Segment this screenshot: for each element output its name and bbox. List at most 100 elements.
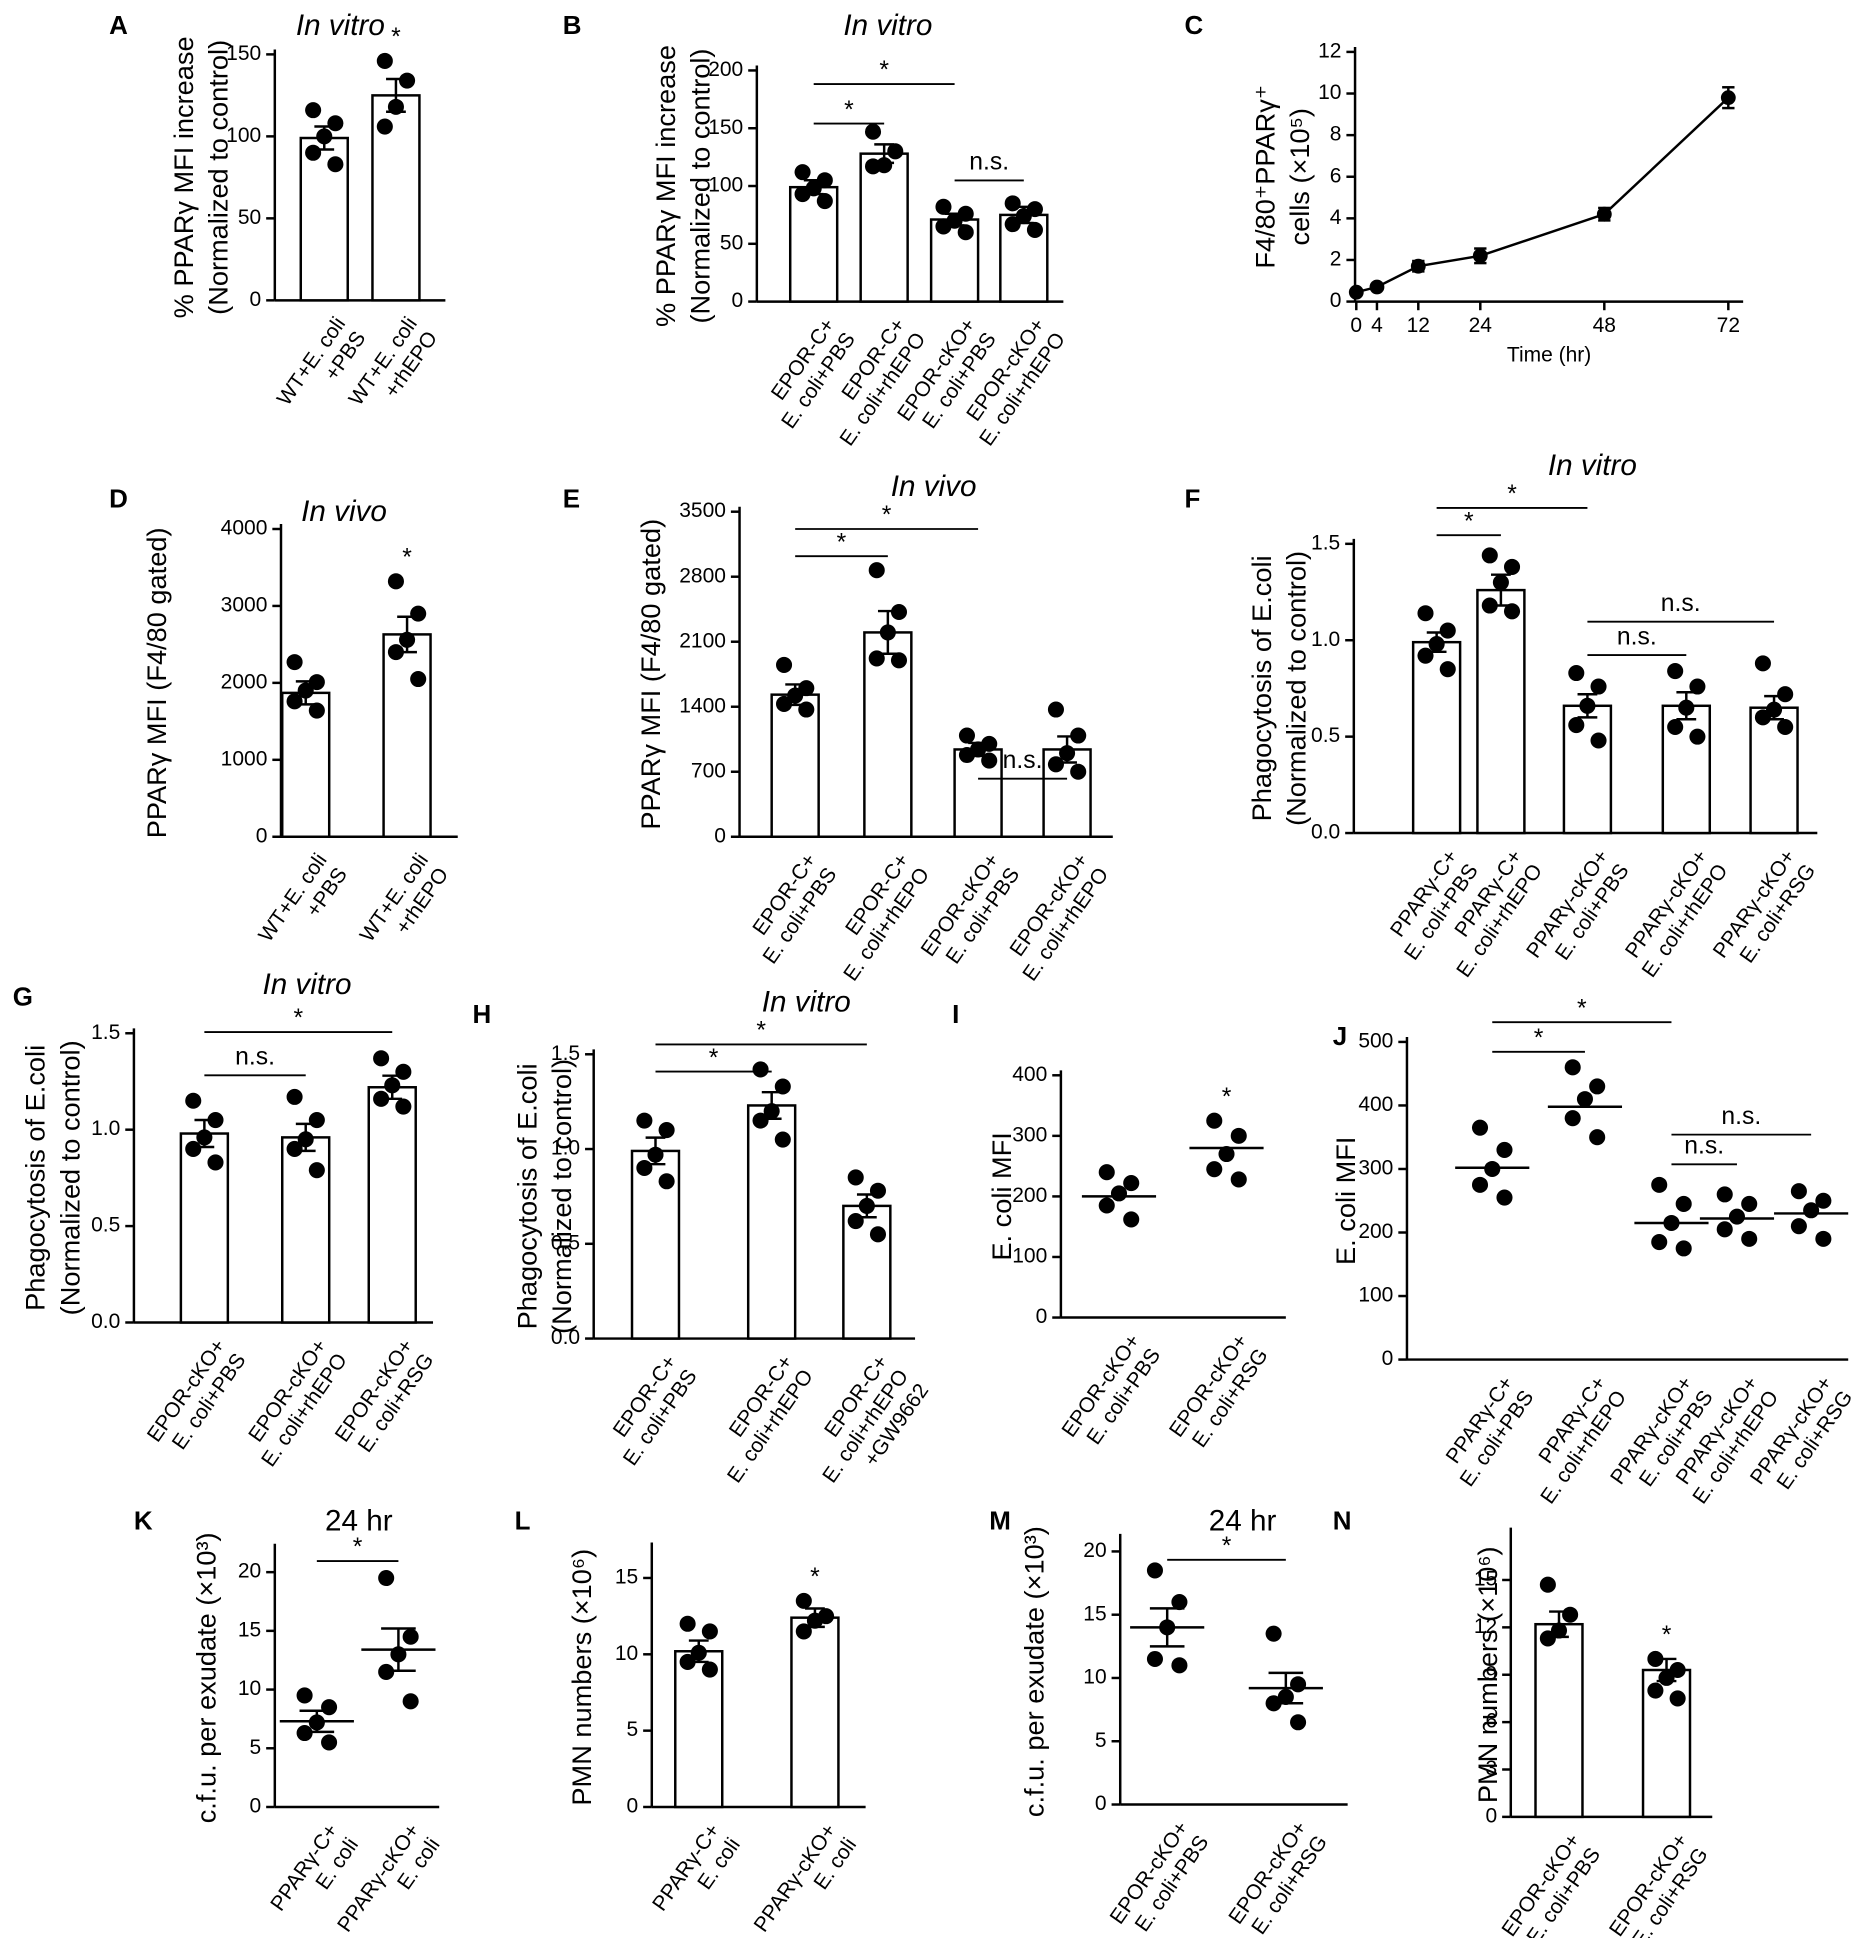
y-tick-label: 1.5 xyxy=(91,1021,120,1044)
y-tick-label: 200 xyxy=(1012,1184,1047,1207)
data-point xyxy=(879,624,896,641)
panel-label: C xyxy=(1184,12,1203,40)
data-point xyxy=(869,1182,887,1199)
chart-title: In vitro xyxy=(262,968,351,1001)
y-tick-label: 10 xyxy=(1318,81,1341,104)
data-point xyxy=(321,1734,338,1751)
data-point xyxy=(399,72,416,89)
x-tick-label: 12 xyxy=(1407,314,1430,337)
significance-label: * xyxy=(1662,1622,1672,1649)
category-label: PPARγ-C+E. coli xyxy=(648,1820,745,1916)
data-point xyxy=(1492,574,1509,591)
data-point xyxy=(1651,1234,1668,1251)
data-point xyxy=(763,1103,780,1120)
y-tick-label: 8 xyxy=(1330,123,1342,146)
y-tick-label: 12 xyxy=(1474,1615,1497,1638)
y-axis-label: (Normalized to control) xyxy=(203,40,234,315)
data-point xyxy=(869,1226,887,1243)
data-point xyxy=(286,1140,303,1157)
bar xyxy=(1661,704,1712,835)
data-point xyxy=(1004,195,1021,212)
data-point xyxy=(1098,1197,1115,1214)
data-point xyxy=(378,1663,395,1680)
data-point xyxy=(1059,745,1076,762)
data-point xyxy=(1658,1669,1675,1686)
data-point xyxy=(1171,1594,1188,1611)
data-point xyxy=(395,1098,412,1115)
data-point xyxy=(185,1140,202,1157)
significance-label: * xyxy=(1534,1025,1544,1052)
data-point xyxy=(1754,655,1771,672)
category-label: EPOR-cKO+E. coli+RSG xyxy=(1605,1830,1713,1938)
significance-label: * xyxy=(402,545,412,572)
y-tick-label: 20 xyxy=(1083,1539,1106,1562)
data-point xyxy=(387,644,404,661)
data-point xyxy=(701,1661,718,1678)
data-point xyxy=(297,1131,314,1148)
data-point xyxy=(868,562,885,579)
data-point xyxy=(658,1173,675,1190)
y-tick-label: 4000 xyxy=(221,517,268,540)
y-tick-label: 3000 xyxy=(221,593,268,616)
y-tick-label: 0 xyxy=(256,824,268,847)
data-point xyxy=(286,1088,303,1105)
data-point xyxy=(387,98,404,115)
category-label: EPOR-C+E. coli+rhEPO xyxy=(839,849,934,985)
data-point xyxy=(1754,709,1771,726)
y-tick-label: 5 xyxy=(627,1718,639,1741)
significance-label: n.s. xyxy=(1684,1133,1724,1160)
chart-title: In vitro xyxy=(1548,449,1637,482)
y-tick-label: 300 xyxy=(1358,1157,1393,1180)
data-point xyxy=(1596,206,1612,222)
x-axis-label: Time (hr) xyxy=(1507,344,1591,367)
y-tick-label: 200 xyxy=(1358,1220,1393,1243)
y-tick-label: 0.5 xyxy=(91,1214,120,1237)
y-tick-label: 100 xyxy=(708,174,743,197)
panel-label: D xyxy=(109,485,128,513)
x-tick-label: 72 xyxy=(1717,314,1740,337)
data-point xyxy=(1070,763,1087,780)
data-point xyxy=(864,123,882,140)
category-label: WT+E. coli+rhEPO xyxy=(356,849,454,946)
panel-label: M xyxy=(989,1508,1011,1536)
significance-label: * xyxy=(756,1018,766,1045)
y-tick-label: 150 xyxy=(708,116,743,139)
x-tick-label: 4 xyxy=(1371,314,1383,337)
chart-title: 24 hr xyxy=(325,1505,393,1538)
data-point xyxy=(794,164,811,181)
y-tick-label: 1400 xyxy=(679,694,726,717)
y-tick-label: 20 xyxy=(238,1560,261,1583)
y-tick-label: 0.5 xyxy=(551,1231,580,1254)
data-point xyxy=(1667,663,1684,680)
data-point xyxy=(957,224,974,241)
data-point xyxy=(958,727,975,744)
category-label: WT+E. coli+PBS xyxy=(254,849,352,946)
significance-label: n.s. xyxy=(235,1044,275,1071)
data-point xyxy=(305,102,322,119)
y-axis-label: PMN numbers (×10⁶) xyxy=(566,1549,597,1806)
y-tick-label: 0.5 xyxy=(1311,724,1340,747)
category-label: EPOR-cKO+E. coli+PBS xyxy=(143,1335,251,1454)
y-tick-label: 500 xyxy=(1358,1029,1393,1052)
x-tick-label: 0 xyxy=(1350,314,1362,337)
y-tick-label: 0 xyxy=(1036,1305,1048,1328)
y-tick-label: 1000 xyxy=(221,747,268,770)
data-point xyxy=(1496,1189,1513,1206)
y-tick-label: 0 xyxy=(714,824,726,847)
data-point xyxy=(1146,1650,1163,1668)
y-tick-label: 5 xyxy=(1095,1729,1107,1752)
data-point xyxy=(1689,678,1706,695)
y-tick-label: 2000 xyxy=(221,670,268,693)
significance-label: n.s. xyxy=(1617,623,1657,650)
y-axis-label: E. coli MFI xyxy=(1330,1137,1361,1265)
data-point xyxy=(1230,1127,1247,1144)
data-point xyxy=(1777,718,1794,736)
data-point xyxy=(958,746,975,764)
y-tick-label: 0.0 xyxy=(551,1326,580,1349)
y-tick-label: 5 xyxy=(250,1736,262,1759)
data-point xyxy=(1277,1688,1294,1705)
y-tick-label: 100 xyxy=(1358,1284,1393,1307)
data-point xyxy=(1669,1690,1686,1707)
data-point xyxy=(806,1612,823,1629)
category-label: EPOR-cKO+E. coli+PBS xyxy=(1497,1830,1605,1938)
